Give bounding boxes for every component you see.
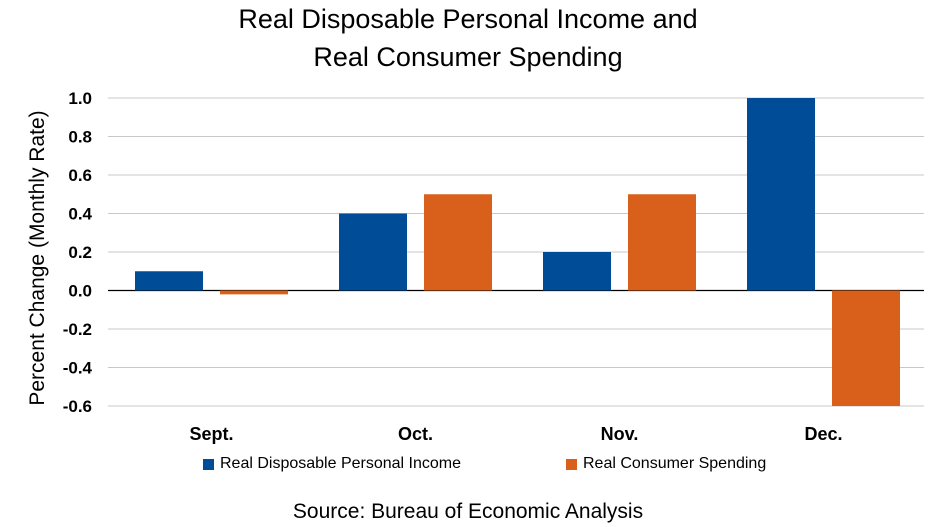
bar-income-2 (543, 252, 611, 291)
x-category-label: Dec. (804, 424, 842, 444)
y-tick-label: 0.0 (68, 282, 92, 301)
legend: Real Disposable Personal Income Real Con… (0, 455, 936, 477)
legend-swatch-income (203, 458, 214, 470)
legend-item-spending: Real Consumer Spending (566, 455, 766, 473)
y-tick-label: 0.8 (68, 128, 92, 147)
legend-swatch-spending (566, 458, 577, 470)
y-tick-label: 0.6 (68, 166, 92, 185)
y-tick-label: -0.4 (63, 359, 93, 378)
x-category-label: Nov. (601, 424, 639, 444)
x-category-label: Sept. (189, 424, 233, 444)
legend-label-spending: Real Consumer Spending (583, 455, 767, 472)
y-tick-label: 1.0 (68, 89, 92, 108)
chart-title-line-1: Real Disposable Personal Income and (238, 4, 698, 34)
chart-title: Real Disposable Personal Income and Real… (0, 0, 936, 76)
chart-title-line-2: Real Consumer Spending (313, 42, 623, 72)
bar-spending-3 (832, 290, 900, 406)
y-tick-label: -0.6 (63, 397, 92, 416)
legend-label-income: Real Disposable Personal Income (220, 455, 462, 472)
bar-spending-2 (628, 194, 696, 291)
bar-spending-1 (424, 194, 492, 291)
y-tick-label: 0.2 (68, 243, 92, 262)
y-tick-label: 0.4 (68, 205, 92, 224)
y-tick-label: -0.2 (63, 320, 92, 339)
bar-income-3 (747, 98, 815, 291)
bar-income-1 (339, 213, 407, 291)
source-note: Source: Bureau of Economic Analysis (292, 500, 644, 523)
legend-item-income: Real Disposable Personal Income (203, 455, 461, 473)
bar-spending-0 (220, 290, 288, 295)
bar-income-0 (135, 271, 203, 291)
x-category-label: Oct. (398, 424, 433, 444)
